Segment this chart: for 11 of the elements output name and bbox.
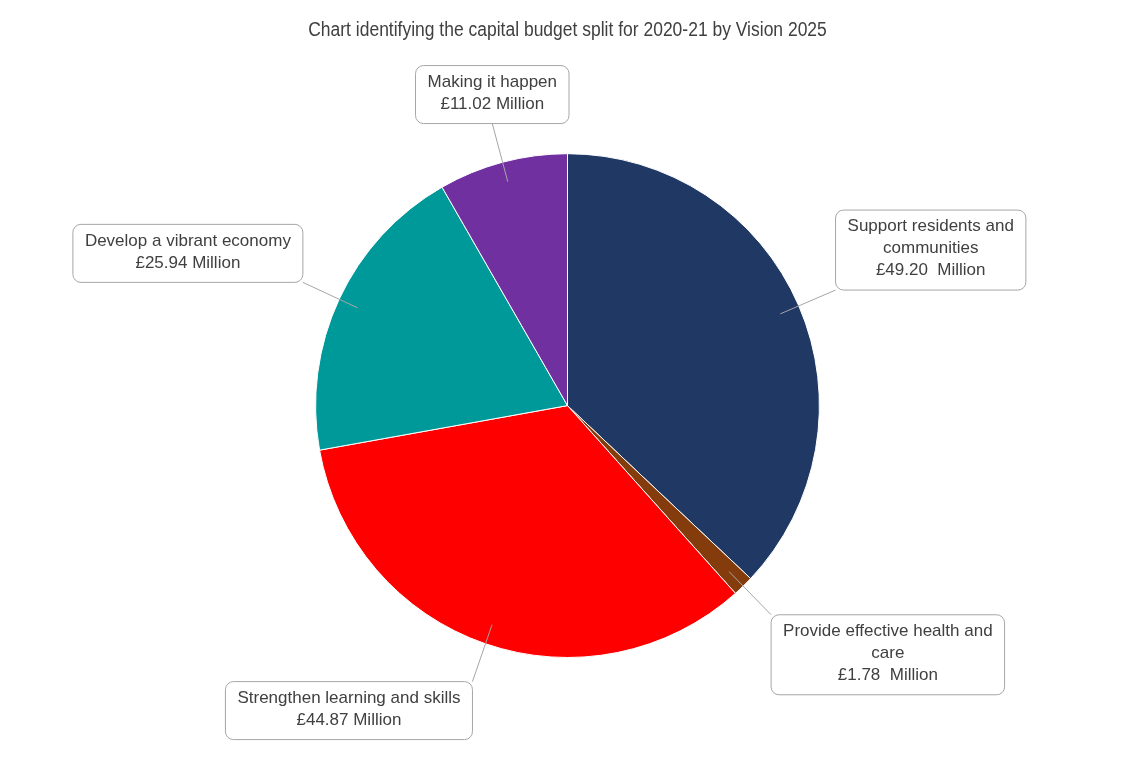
- slice-label: Develop a vibrant economy: [84, 230, 292, 250]
- slice-label: Making it happen: [427, 71, 558, 91]
- chart-title: Chart identifying the capital budget split for 2020-21 by Vision 2025: [308, 17, 827, 41]
- slice-label: Support residents and communities: [847, 216, 1014, 258]
- slice-label: Provide effective health and care: [783, 620, 993, 662]
- data-label: £44.87 Million: [296, 709, 402, 729]
- data-label: £25.94 Million: [135, 252, 241, 272]
- slice-label: Strengthen learning and skills: [237, 687, 461, 707]
- data-label: £11.02 Million: [440, 93, 545, 113]
- data-label: £1.78 Million: [837, 664, 938, 684]
- data-label: £49.20 Million: [875, 260, 986, 280]
